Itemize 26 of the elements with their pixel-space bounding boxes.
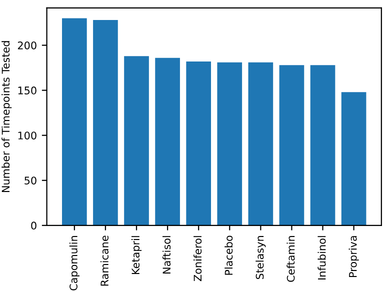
x-tick-label: Propriva: [348, 236, 359, 277]
x-tick-label: Stelasyn: [256, 236, 266, 280]
x-tick-label: Naftisol: [162, 236, 171, 274]
x-tick-label: Infubinol: [318, 236, 326, 280]
bar: [217, 62, 242, 226]
y-tick-label: 200: [18, 41, 36, 50]
x-tick-label: Ramicane: [100, 236, 108, 286]
y-tick-label: 50: [24, 176, 36, 184]
bar: [62, 18, 87, 226]
bar: [248, 62, 274, 226]
bar: [186, 61, 212, 226]
y-tick-label: 150: [18, 86, 36, 94]
y-axis-title: Number of Timepoints Tested: [2, 41, 12, 192]
bar: [124, 56, 149, 226]
bar: [279, 65, 304, 226]
bar: [341, 92, 366, 226]
bar: [310, 65, 336, 226]
x-tick-label: Placebo: [224, 236, 233, 275]
y-tick-label: 100: [18, 132, 36, 140]
x-tick-label: Ceftamin: [286, 236, 295, 282]
bar: [93, 20, 118, 226]
x-tick-label: Ketapril: [131, 236, 142, 274]
y-tick-label: 0: [31, 222, 36, 230]
x-tick-label: Capomulin: [69, 236, 80, 290]
bar: [155, 58, 180, 226]
x-tick-label: Zoniferol: [194, 236, 202, 282]
